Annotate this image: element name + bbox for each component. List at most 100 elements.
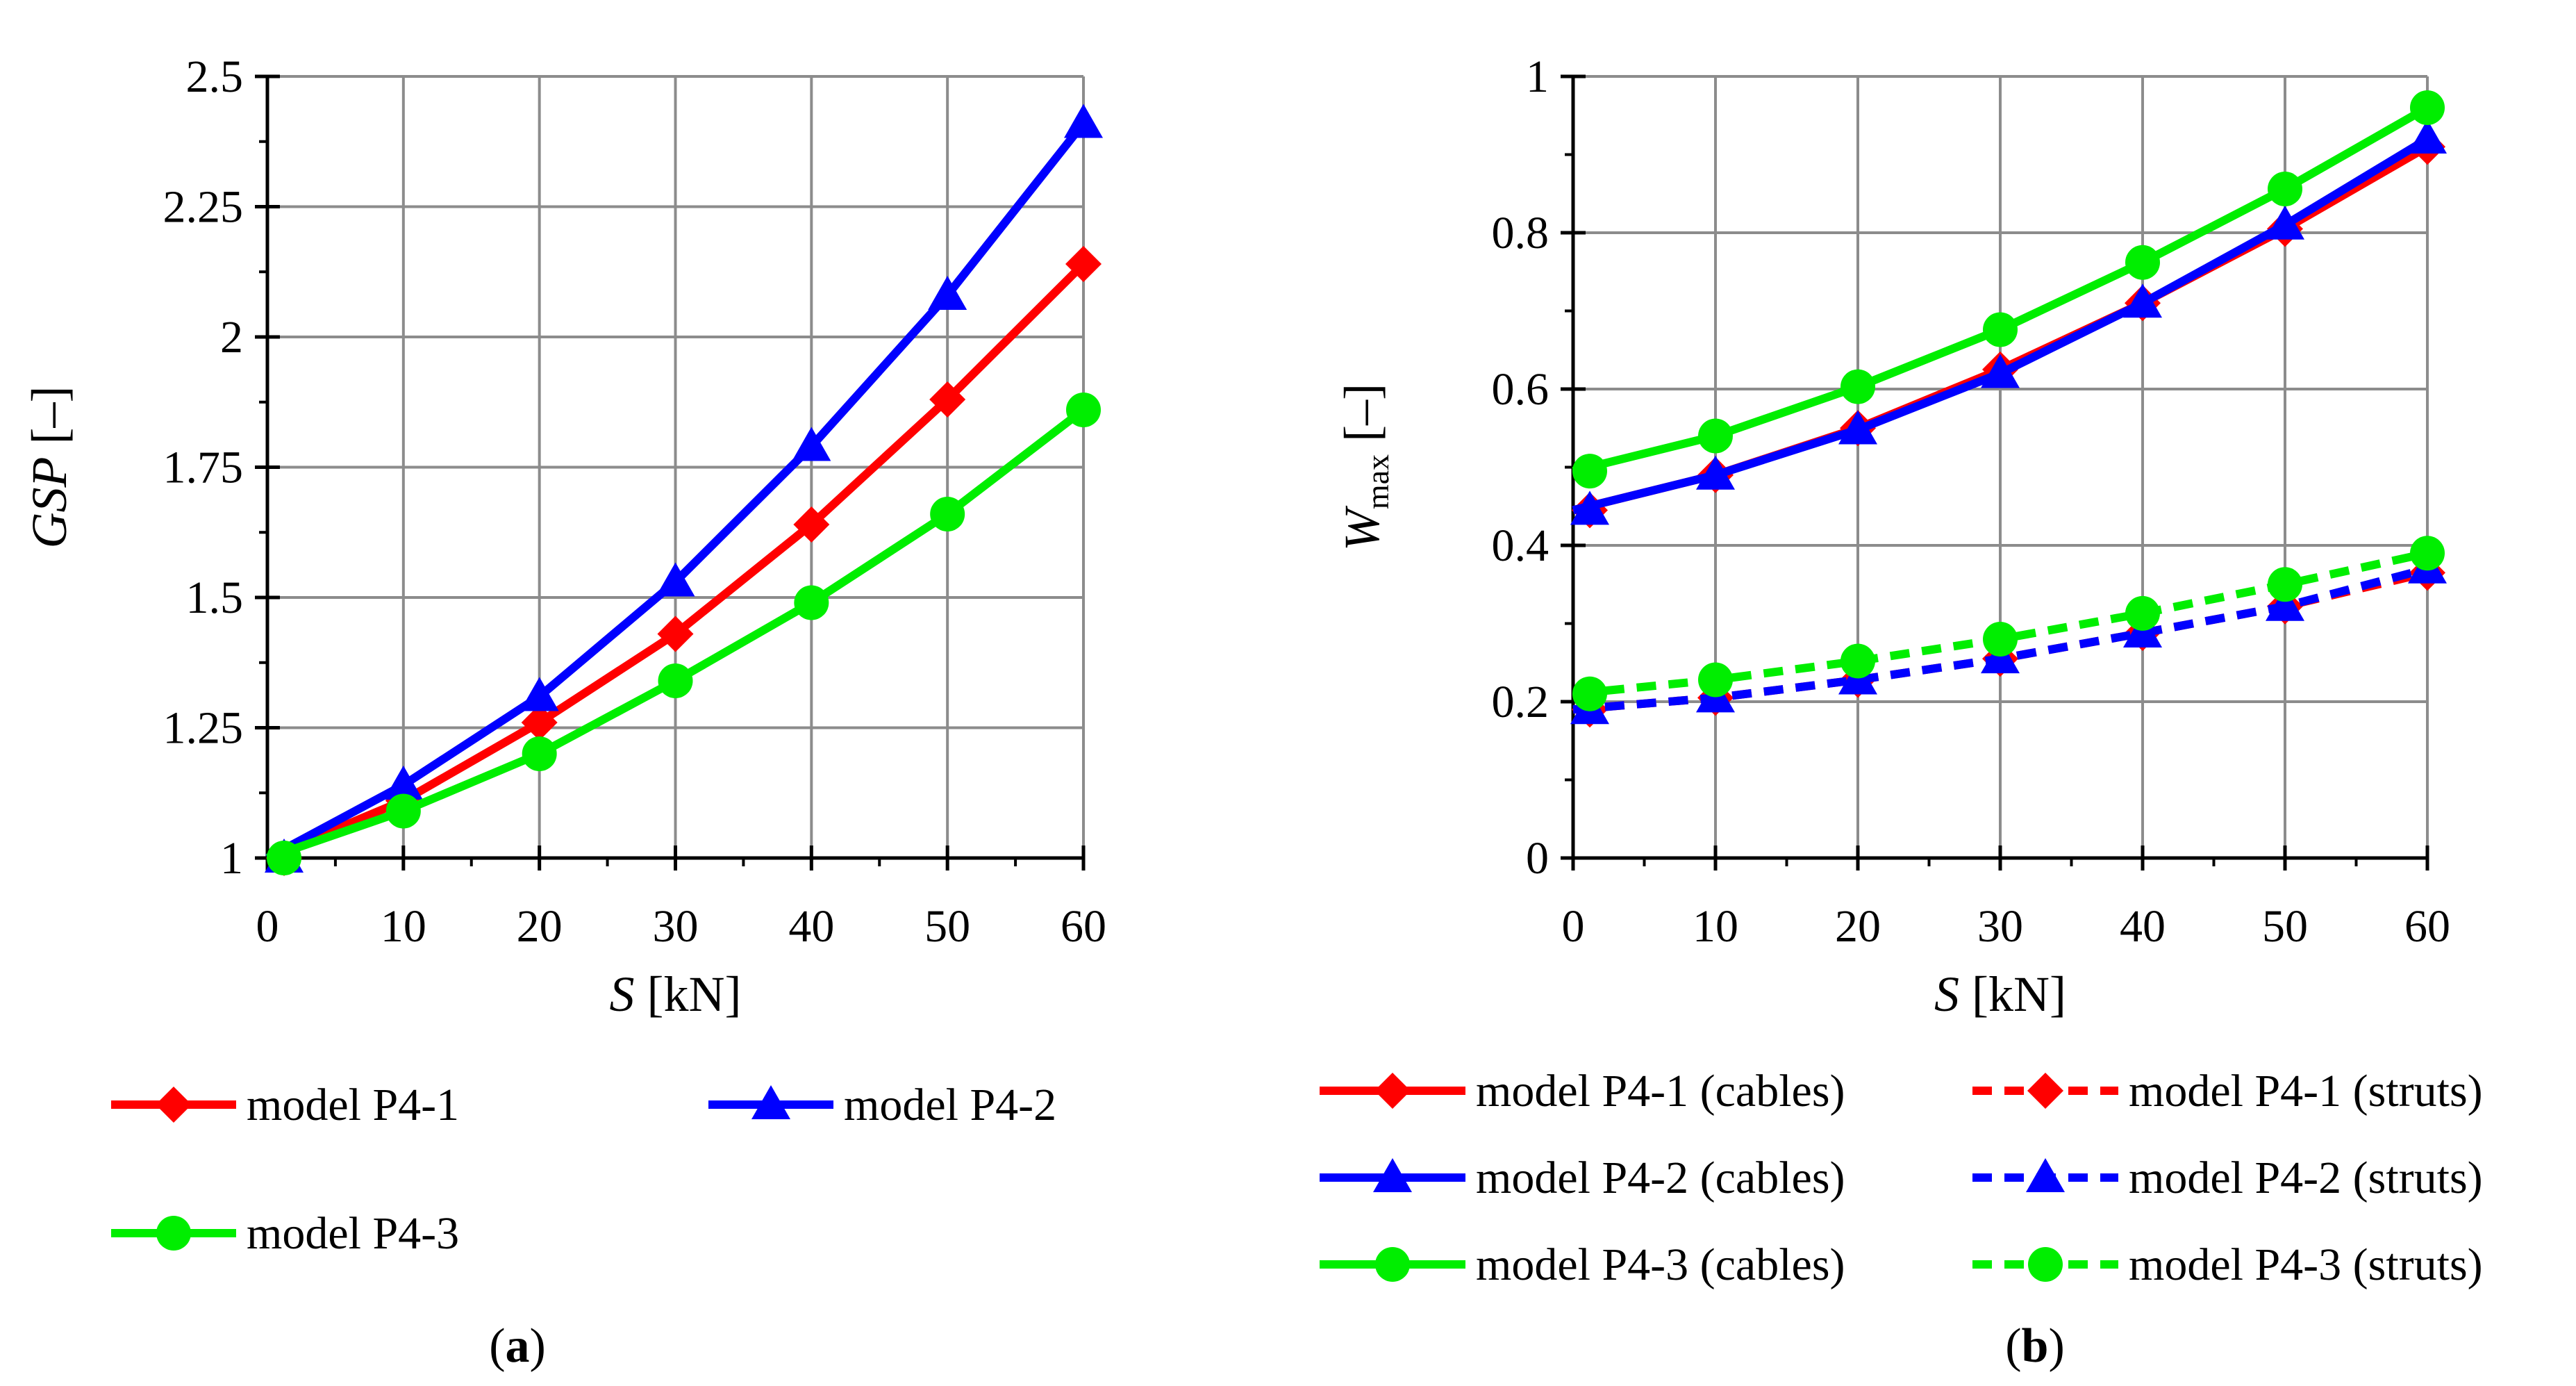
x-axis-title: S [kN] xyxy=(610,966,742,1022)
data-point xyxy=(1983,312,2018,347)
data-point xyxy=(1838,410,1877,445)
data-point xyxy=(1983,622,2018,657)
legend-swatch-marker xyxy=(751,1085,790,1119)
legend-item: model P4-2 (cables) xyxy=(1320,1153,1845,1203)
legend-item: model P4-2 xyxy=(708,1080,1056,1130)
data-point xyxy=(2125,595,2160,631)
y-tick-label: 0.4 xyxy=(1492,520,1549,571)
x-tick-label: 30 xyxy=(1977,901,2023,952)
panel-label-open: ( xyxy=(489,1319,505,1373)
legend-swatch-marker xyxy=(156,1216,191,1251)
x-axis-title-unit: [kN] xyxy=(1959,966,2066,1022)
x-tick-label: 40 xyxy=(2120,901,2166,952)
legend-item: model P4-3 (struts) xyxy=(1972,1239,2483,1290)
data-point xyxy=(1698,418,1733,454)
x-axis-title: S [kN] xyxy=(1934,966,2066,1022)
legend-label: model P4-3 (cables) xyxy=(1476,1239,1845,1290)
x-tick-label: 40 xyxy=(788,901,834,952)
data-point xyxy=(2123,283,2162,318)
data-point xyxy=(2266,586,2304,621)
data-point xyxy=(2125,245,2160,280)
series-model-p4-3-struts- xyxy=(1572,536,2445,711)
y-axis-title-unit: [–] xyxy=(22,386,77,457)
y-tick-label: 0.8 xyxy=(1492,208,1549,258)
y-tick-label: 2.5 xyxy=(186,51,244,102)
y-tick-label: 0.6 xyxy=(1492,364,1549,415)
panel-label-close: ) xyxy=(530,1319,546,1373)
y-tick-label: 2.25 xyxy=(163,182,244,233)
panel-label-open: ( xyxy=(2005,1319,2021,1373)
legend-label: model P4-2 (cables) xyxy=(1476,1153,1845,1203)
legend-swatch-marker xyxy=(2028,1247,2063,1282)
y-tick-label: 1.75 xyxy=(163,443,244,493)
data-point xyxy=(1064,104,1103,138)
data-point xyxy=(1572,676,1607,711)
x-tick-label: 60 xyxy=(1061,901,1106,952)
x-tick-label: 50 xyxy=(2262,901,2308,952)
legend-swatch-marker xyxy=(1375,1247,1410,1282)
x-tick-label: 30 xyxy=(653,901,699,952)
data-point xyxy=(656,562,695,597)
x-tick-label: 20 xyxy=(517,901,563,952)
y-tick-label: 1.5 xyxy=(186,572,244,623)
data-point xyxy=(792,427,831,461)
data-point xyxy=(1066,393,1101,427)
legend-item: model P4-1 (struts) xyxy=(1972,1066,2483,1116)
legend-swatch-marker xyxy=(2027,1073,2063,1109)
data-point xyxy=(1572,454,1607,489)
panel-label-letter: b xyxy=(2022,1319,2049,1373)
y-axis-title-italic: GSP xyxy=(22,456,77,548)
legend-swatch-marker xyxy=(2026,1158,2065,1192)
data-point xyxy=(520,677,559,711)
y-tick-label: 1.25 xyxy=(163,703,244,754)
y-tick-label: 1 xyxy=(1526,51,1549,102)
x-tick-label: 10 xyxy=(381,901,426,952)
y-axis-title-subscript: max xyxy=(1360,454,1395,509)
y-axis-title: GSP [–] xyxy=(22,386,77,549)
legend-label: model P4-1 xyxy=(247,1080,459,1130)
data-point xyxy=(2266,205,2304,240)
x-tick-label: 0 xyxy=(256,901,279,952)
legend-swatch-marker xyxy=(1374,1073,1411,1109)
legend-item: model P4-1 xyxy=(111,1080,459,1130)
legend-item: model P4-2 (struts) xyxy=(1972,1153,2483,1203)
panel-label: (a) xyxy=(489,1319,546,1373)
x-axis-title-italic: S xyxy=(610,966,635,1022)
y-tick-label: 1 xyxy=(220,833,243,884)
data-point xyxy=(657,616,694,652)
data-point xyxy=(1840,369,1875,404)
data-point xyxy=(658,663,693,698)
y-tick-label: 0 xyxy=(1526,833,1549,884)
data-point xyxy=(1696,455,1735,490)
legend-item: model P4-1 (cables) xyxy=(1320,1066,1845,1116)
x-tick-label: 10 xyxy=(1693,901,1738,952)
data-point xyxy=(2268,172,2302,206)
data-point xyxy=(521,704,558,741)
data-point xyxy=(2410,536,2445,571)
data-point xyxy=(928,276,967,310)
legend-label: model P4-2 (struts) xyxy=(2129,1153,2483,1203)
panel-label: (b) xyxy=(2005,1319,2065,1373)
legend-item: model P4-3 (cables) xyxy=(1320,1239,1845,1290)
x-axis-title-italic: S xyxy=(1934,966,1959,1022)
y-tick-label: 0.2 xyxy=(1492,677,1549,727)
data-point xyxy=(2410,90,2445,125)
panel-label-letter: a xyxy=(506,1319,530,1373)
legend-label: model P4-3 (struts) xyxy=(2129,1239,2483,1290)
data-point xyxy=(383,766,423,800)
legend-label: model P4-1 (cables) xyxy=(1476,1066,1845,1116)
x-tick-label: 0 xyxy=(1562,901,1585,952)
data-point xyxy=(2268,567,2302,602)
panel-label-close: ) xyxy=(2048,1319,2064,1373)
chart-panel-a: 1 1.25 1.5 1.75 2 2.25 2.5 0 10 20 30 40 50 60 S [kN] G… xyxy=(22,51,1106,1373)
data-point xyxy=(2408,119,2447,154)
data-point xyxy=(385,793,421,829)
data-point xyxy=(930,497,965,531)
data-point xyxy=(794,585,829,620)
data-point xyxy=(267,841,301,875)
data-point xyxy=(1840,643,1875,679)
x-tick-label: 20 xyxy=(1835,901,1881,952)
data-point xyxy=(793,506,830,543)
legend-label: model P4-3 xyxy=(247,1208,459,1259)
